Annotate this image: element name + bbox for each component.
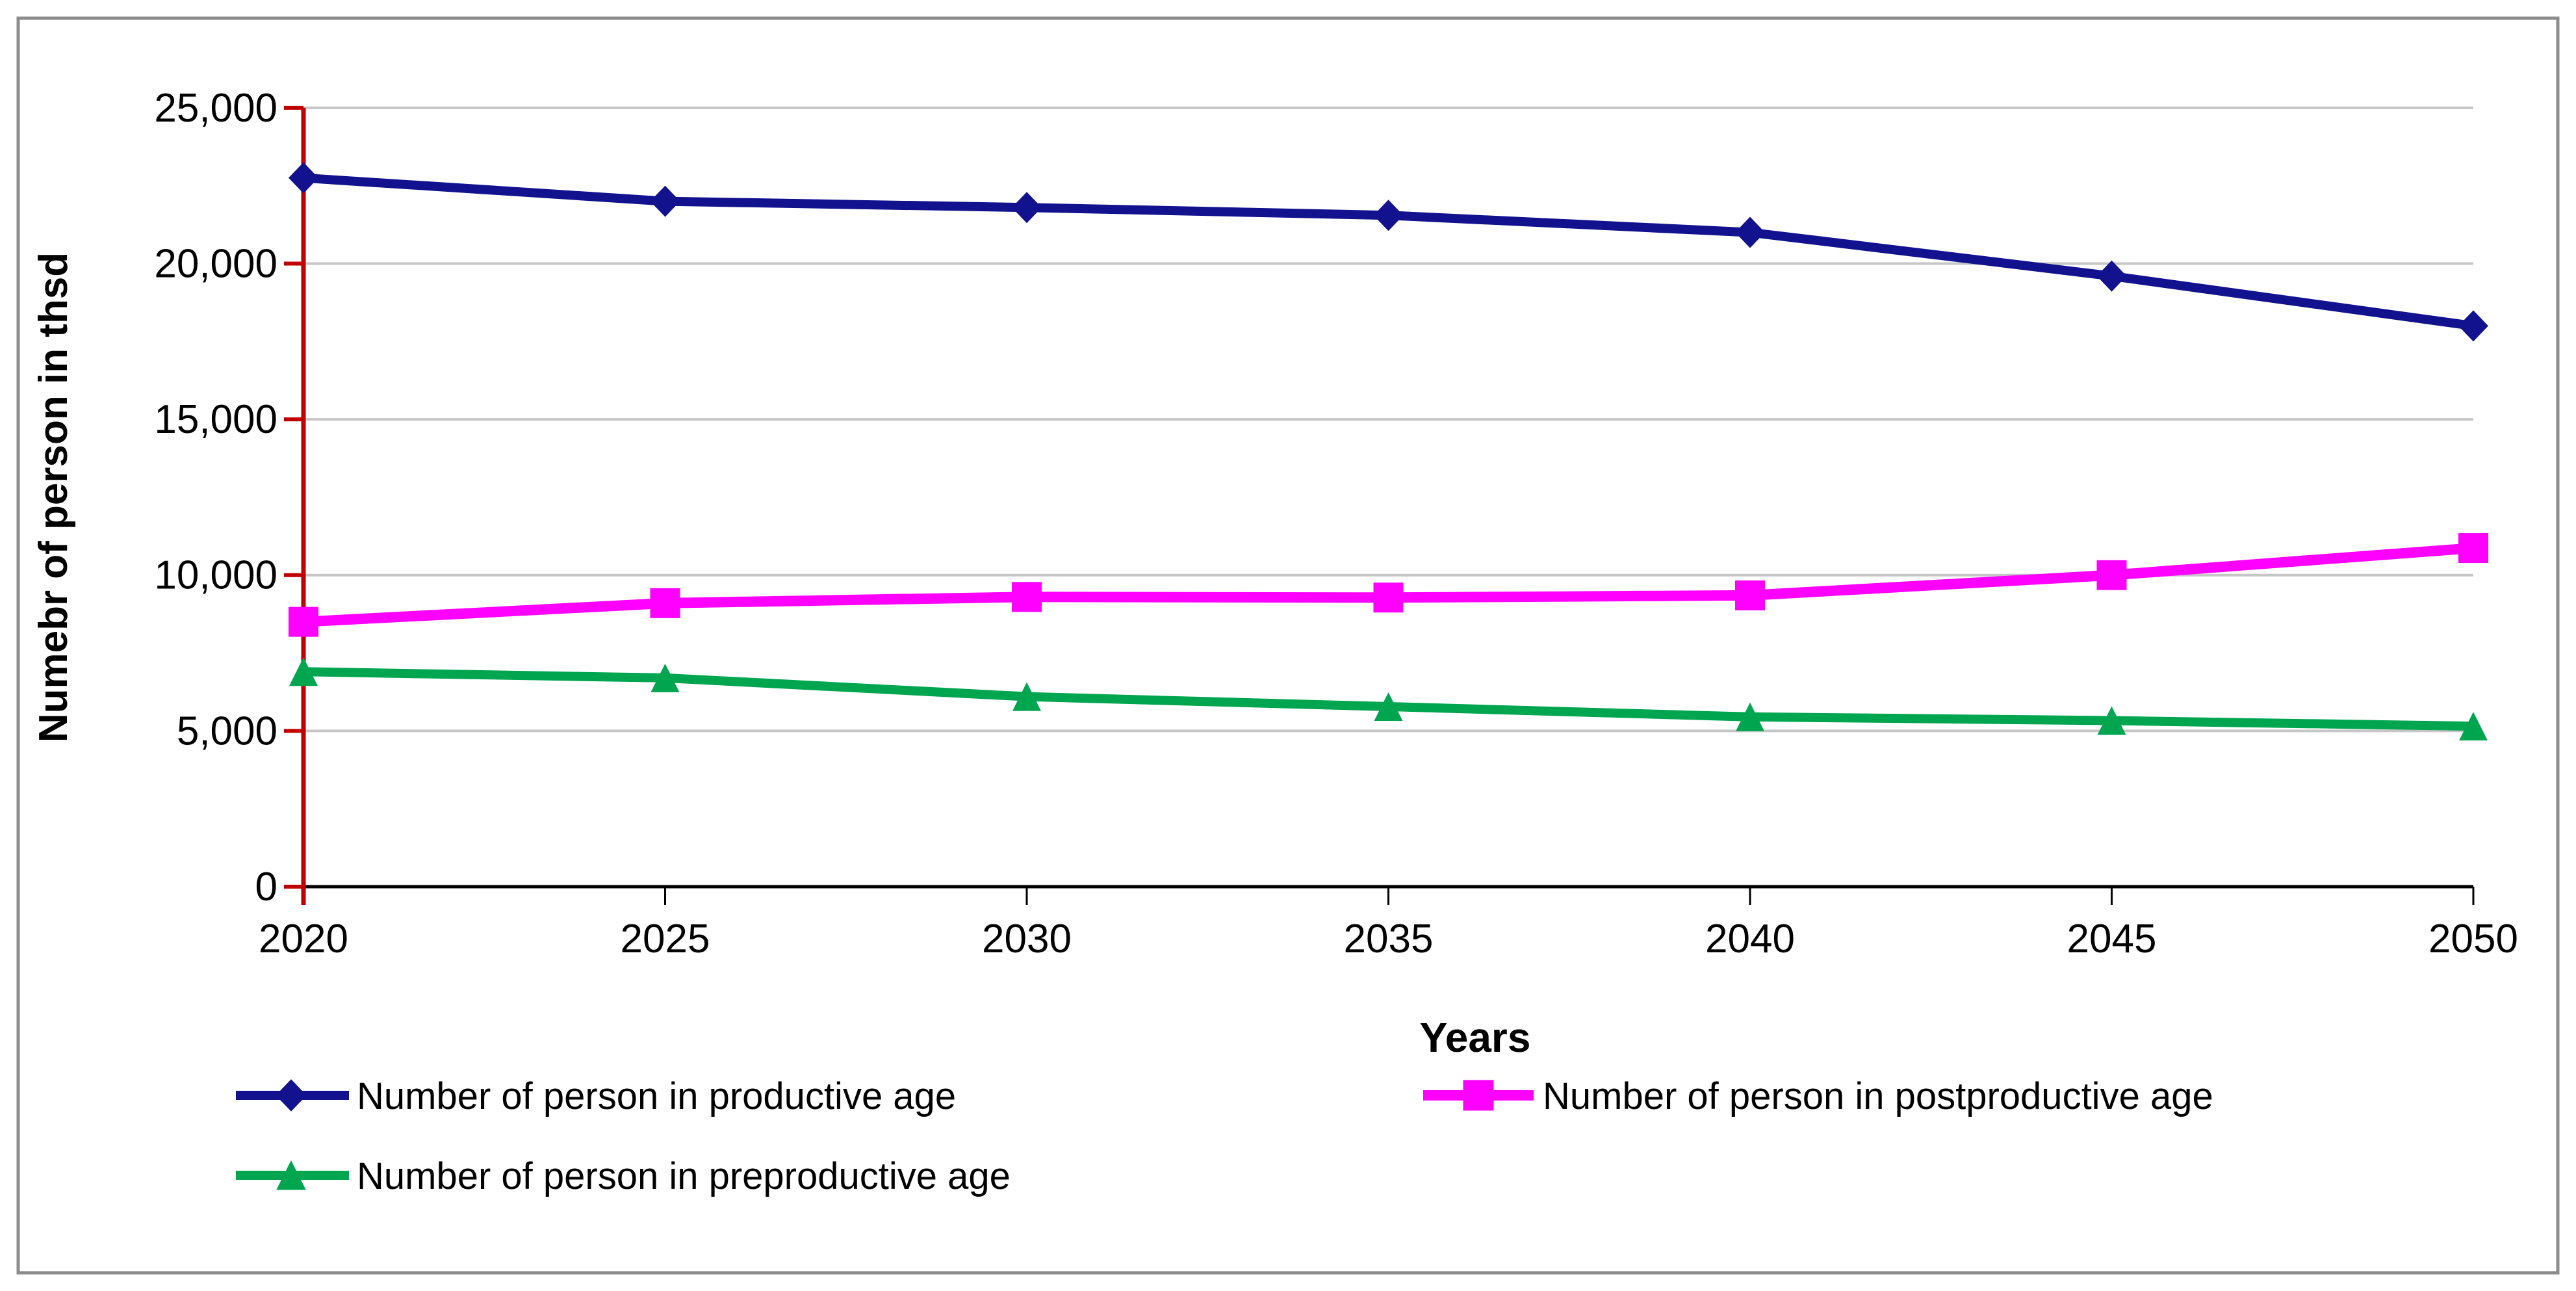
square-marker-icon: [2096, 560, 2127, 590]
diamond-marker-icon: [2458, 310, 2488, 342]
x-tick-label: 2020: [259, 917, 348, 961]
square-marker-icon: [650, 588, 680, 618]
x-tick-label: 2040: [1705, 917, 1795, 961]
square-marker-icon: [1463, 1080, 1494, 1111]
square-marker-icon: [1012, 582, 1042, 612]
square-marker-icon: [1735, 580, 1765, 610]
triangle-marker-icon: [1736, 702, 1764, 731]
triangle-marker-icon: [650, 663, 680, 692]
x-axis-title: Years: [1420, 1014, 1531, 1061]
y-tick-label: 5,000: [177, 709, 277, 753]
x-tick-label: 2025: [621, 917, 710, 961]
square-marker-icon: [2458, 533, 2488, 564]
diamond-marker-icon: [1012, 192, 1042, 224]
diamond-marker-icon: [650, 185, 680, 217]
series-layer: [289, 162, 2488, 741]
triangle-marker-icon: [2097, 706, 2126, 735]
x-tick-label: 2030: [982, 917, 1072, 961]
triangle-marker-icon: [276, 1160, 306, 1190]
legend-label-postproductive: Number of person in postproductive age: [1543, 1075, 2213, 1117]
legend-label-productive: Number of person in productive age: [357, 1075, 956, 1117]
triangle-marker-icon: [1012, 682, 1041, 711]
square-marker-icon: [289, 606, 318, 637]
diamond-marker-icon: [1735, 216, 1765, 248]
triangle-marker-icon: [289, 657, 318, 686]
legend-item-preproductive: Number of person in preproductive age: [236, 1155, 1011, 1197]
x-tick-label: 2045: [2067, 917, 2157, 961]
square-marker-icon: [1373, 582, 1404, 613]
diamond-marker-icon: [1373, 200, 1404, 231]
x-tick-label: 2035: [1344, 917, 1434, 961]
legend-label-preproductive: Number of person in preproductive age: [357, 1155, 1011, 1197]
triangle-marker-icon: [1374, 692, 1403, 721]
triangle-marker-icon: [2459, 712, 2488, 741]
diamond-marker-icon: [276, 1079, 307, 1112]
y-tick-label: 20,000: [154, 241, 277, 286]
axes-layer: [284, 105, 2475, 905]
y-tick-label: 0: [255, 865, 277, 909]
diamond-marker-icon: [2096, 260, 2127, 292]
y-tick-label: 25,000: [154, 86, 277, 131]
x-tick-label: 2050: [2428, 917, 2518, 961]
y-tick-label: 10,000: [154, 553, 277, 598]
diamond-marker-icon: [289, 162, 318, 194]
legend: Number of person in productive age Numbe…: [236, 1075, 2213, 1197]
tick-labels-layer: 25,000 20,000 15,000 10,000 5,000 0 2020 2025 20…: [154, 86, 2518, 961]
y-tick-label: 15,000: [154, 397, 277, 442]
chart-frame: [16, 16, 2560, 1275]
y-axis-title: Numebr of person in thsd: [31, 252, 76, 742]
legend-item-productive: Number of person in productive age: [236, 1075, 956, 1117]
legend-item-postproductive: Number of person in postproductive age: [1423, 1075, 2213, 1117]
